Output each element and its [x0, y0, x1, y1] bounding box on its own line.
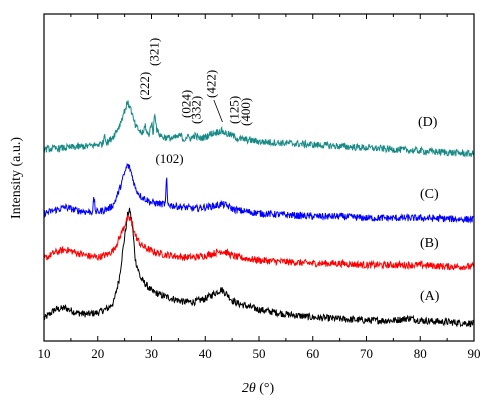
plot-frame: [43, 13, 475, 342]
x-tick-label: 20: [91, 346, 104, 361]
series-line-A: [43, 207, 475, 328]
x-axis-label-symbol: 2θ: [242, 381, 256, 396]
series-line-C: [43, 162, 475, 224]
series-label-A: (A): [420, 289, 440, 304]
series-label-D: (D): [418, 115, 438, 130]
x-axis-label: 2θ (°): [242, 381, 275, 396]
x-tick-label: 30: [145, 346, 158, 361]
peak-label: (332): [189, 96, 204, 124]
x-tick-label: 80: [414, 346, 427, 361]
peak-leader-422: [213, 99, 223, 123]
peak-label: (222): [137, 72, 152, 100]
x-tick-label: 90: [468, 346, 481, 361]
x-axis-ticks: 10 20 30 40 50 60 70 80 90: [38, 14, 481, 361]
series-line-D: [43, 100, 475, 158]
peak-annotations: (222) (321) (024)(332)(422) (125)(400) (102): [137, 38, 253, 166]
peak-label: (125): [226, 96, 241, 124]
x-tick-label: 60: [306, 346, 319, 361]
x-tick-label: 10: [38, 346, 51, 361]
peak-label: (422): [204, 70, 219, 98]
x-tick-label: 50: [253, 346, 266, 361]
peak-label-102: (102): [155, 151, 183, 166]
x-tick-label: 40: [199, 346, 212, 361]
series-labels: (A) (B) (C) (D): [418, 115, 440, 304]
peak-label: (321): [147, 38, 162, 66]
x-tick-label: 70: [360, 346, 373, 361]
y-axis-label: Intensity (a.u.): [9, 137, 24, 219]
peak-label: (400): [238, 98, 253, 126]
series-label-C: (C): [420, 187, 439, 202]
x-axis-label-unit: (°): [256, 381, 275, 396]
peak-label: (024): [178, 90, 193, 118]
series-layer: [43, 100, 475, 328]
series-label-B: (B): [420, 236, 439, 251]
series-line-B: [43, 214, 475, 271]
